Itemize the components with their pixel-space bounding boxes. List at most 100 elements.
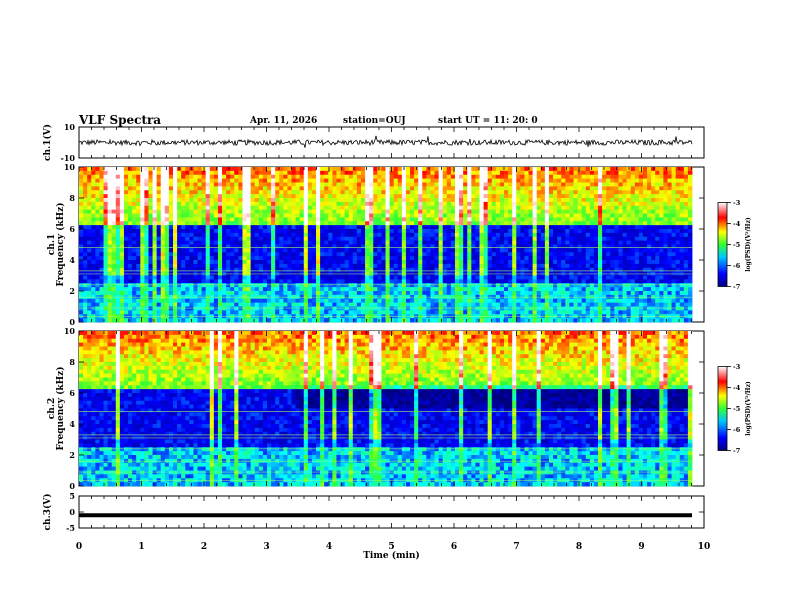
spectrogram-cell (467, 217, 471, 221)
spectrogram-cell (185, 229, 189, 233)
spectrogram-cell (537, 233, 541, 237)
spectrogram-cell (561, 190, 565, 194)
spectrogram-cell (173, 245, 177, 249)
spectrogram-cell (647, 217, 651, 221)
spectrogram-cell (557, 217, 561, 221)
spectrogram-cell (443, 268, 447, 272)
spectrogram-cell (455, 276, 459, 280)
spectrogram-cell (218, 190, 222, 194)
spectrogram-cell (165, 217, 169, 221)
spectrogram-cell (128, 186, 132, 190)
spectrogram-cell (308, 245, 312, 249)
spectrogram-cell (386, 245, 390, 249)
spectrogram-cell (410, 186, 414, 190)
spectrogram-cell (430, 190, 434, 194)
spectrogram-cell (308, 283, 312, 287)
spectrogram-cell (283, 167, 287, 171)
spectrogram-cell (369, 217, 373, 221)
spectrogram-cell (553, 283, 557, 287)
spectrogram-cell (189, 206, 193, 210)
spectrogram-cell (680, 256, 684, 260)
spectrogram-cell (459, 276, 463, 280)
spectrogram-cell (148, 229, 152, 233)
spectrogram-cell (292, 183, 296, 187)
spectrogram-cell (524, 186, 528, 190)
spectrogram-cell (561, 248, 565, 252)
spectrogram-cell (578, 237, 582, 241)
spectrogram-cell (193, 214, 197, 218)
spectrogram-cell (128, 175, 132, 179)
spectrogram-cell (430, 198, 434, 202)
spectrogram-cell (222, 287, 226, 291)
spectrogram-cell (185, 167, 189, 171)
spectrogram-cell (524, 190, 528, 194)
spectrogram-cell (251, 190, 255, 194)
spectrogram-cell (177, 225, 181, 229)
spectrogram-cell (181, 183, 185, 187)
spectrogram-cell (87, 202, 91, 206)
spectrogram-cell (381, 206, 385, 210)
spectrogram-cell (202, 179, 206, 183)
spectrogram-cell (193, 167, 197, 171)
spectrogram-cell (341, 179, 345, 183)
spectrogram-cell (198, 225, 202, 229)
spectrogram-cell (672, 279, 676, 283)
spectrogram-cell (631, 276, 635, 280)
spectrogram-cell (537, 190, 541, 194)
spectrogram-cell (667, 221, 671, 225)
spectrogram-cell (639, 210, 643, 214)
spectrogram-cell (226, 233, 230, 237)
spectrogram-cell (108, 260, 112, 264)
spectrogram-cell (672, 194, 676, 198)
spectrogram-cell (247, 283, 251, 287)
spectrogram-cell (663, 214, 667, 218)
spectrogram-cell (667, 217, 671, 221)
spectrogram-cell (177, 268, 181, 272)
spectrogram-cell (83, 252, 87, 256)
spectrogram-cell (524, 171, 528, 175)
spectrogram-cell (124, 179, 128, 183)
spectrogram-cell (524, 233, 528, 237)
spectrogram-cell (447, 233, 451, 237)
spectrogram-cell (618, 225, 622, 229)
spectrogram-cell (116, 210, 120, 214)
spectrogram-cell (569, 264, 573, 268)
spectrogram-cell (655, 167, 659, 171)
spectrogram-cell (623, 186, 627, 190)
spectrogram-cell (594, 190, 598, 194)
spectrogram-cell (353, 233, 357, 237)
spectrogram-cell (332, 256, 336, 260)
spectrogram-cell (614, 221, 618, 225)
spectrogram-cell (627, 206, 631, 210)
spectrogram-cell (569, 279, 573, 283)
spectrogram-cell (177, 248, 181, 252)
spectrogram-cell (365, 175, 369, 179)
spectrogram-cell (439, 283, 443, 287)
spectrogram-cell (255, 179, 259, 183)
spectrogram-cell (684, 256, 688, 260)
spectrogram-cell (672, 214, 676, 218)
spectrogram-cell (181, 206, 185, 210)
spectrogram-cell (463, 241, 467, 245)
spectrogram-cell (459, 214, 463, 218)
spectrogram-cell (181, 233, 185, 237)
spectrogram-cell (524, 202, 528, 206)
spectrogram-cell (512, 268, 516, 272)
spectrogram-cell (308, 202, 312, 206)
spectrogram-cell (116, 221, 120, 225)
spectrogram-cell (680, 237, 684, 241)
spectrogram-cell (230, 260, 234, 264)
spectrogram-cell (537, 171, 541, 175)
spectrogram-cell (189, 256, 193, 260)
spectrogram-cell (255, 237, 259, 241)
spectrogram-cell (206, 233, 210, 237)
spectrogram-cell (357, 167, 361, 171)
spectrogram-cell (112, 167, 116, 171)
spectrogram-cell (479, 237, 483, 241)
spectrogram-cell (157, 175, 161, 179)
spectrogram-cell (308, 279, 312, 283)
spectrogram-cell (471, 179, 475, 183)
spectrogram-cell (218, 206, 222, 210)
spectrogram-cell (659, 202, 663, 206)
spectrogram-cell (676, 194, 680, 198)
